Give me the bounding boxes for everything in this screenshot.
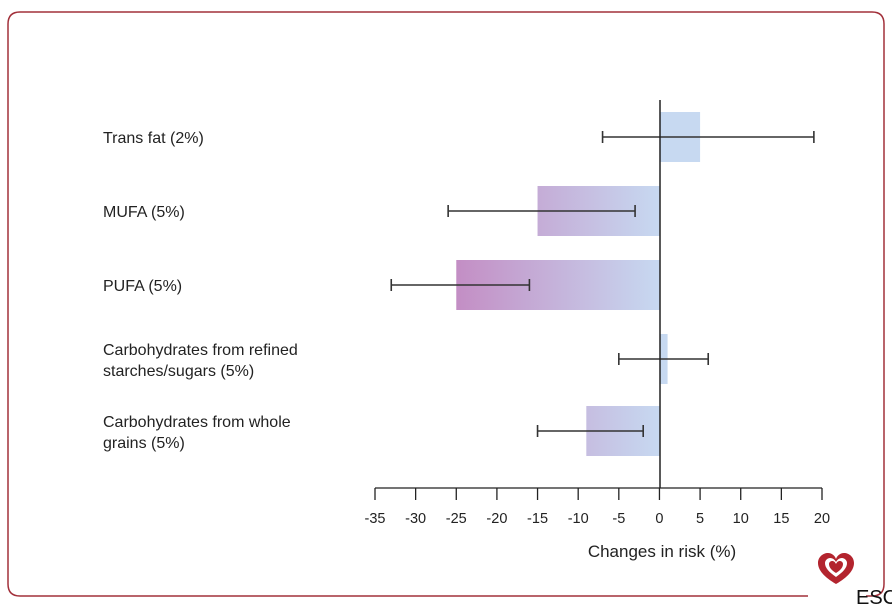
category-label: Carbohydrates from refined starches/sugar… <box>103 342 298 380</box>
x-tick-label: -30 <box>405 511 426 527</box>
x-tick-label: -5 <box>612 511 625 527</box>
category-label-line: Carbohydrates from whole <box>103 414 291 431</box>
category-label: Carbohydrates from whole grains (5%) <box>103 414 291 452</box>
category-label: Trans fat (2%) <box>103 130 204 147</box>
category-label: MUFA (5%) <box>103 204 185 221</box>
category-label-line: Carbohydrates from refined <box>103 342 298 359</box>
category-label-line: Trans fat (2%) <box>103 130 204 147</box>
x-tick-label: -10 <box>568 511 589 527</box>
category-label-line: MUFA (5%) <box>103 204 185 221</box>
bars <box>456 112 701 456</box>
category-label: PUFA (5%) <box>103 278 182 295</box>
category-labels: Trans fat (2%) MUFA (5%) PUFA (5%) Carbohyd… <box>103 130 298 452</box>
x-tick-label: 5 <box>696 511 704 527</box>
x-tick-label: -35 <box>365 511 386 527</box>
category-label-line: PUFA (5%) <box>103 278 182 295</box>
category-label-line: starches/sugars (5%) <box>103 363 254 380</box>
x-tick-label: 0 <box>655 511 663 527</box>
x-tick-label: -25 <box>446 511 467 527</box>
x-axis-ticks: -35 -30 -25 -20 -15 -10 -5 0 5 10 15 20 <box>365 488 830 527</box>
category-label-line: grains (5%) <box>103 435 185 452</box>
x-axis-title: Changes in risk (%) <box>588 542 736 561</box>
x-tick-label: -20 <box>486 511 507 527</box>
esc-logo: ESC <box>818 553 892 606</box>
x-tick-label: 10 <box>733 511 749 527</box>
heart-icon <box>818 553 854 584</box>
error-bars <box>390 131 815 437</box>
x-tick-label: 15 <box>773 511 789 527</box>
x-tick-label: 20 <box>814 511 830 527</box>
x-tick-label: -15 <box>527 511 548 527</box>
figure-border <box>7 11 885 597</box>
esc-logo-text: ESC <box>856 587 892 606</box>
